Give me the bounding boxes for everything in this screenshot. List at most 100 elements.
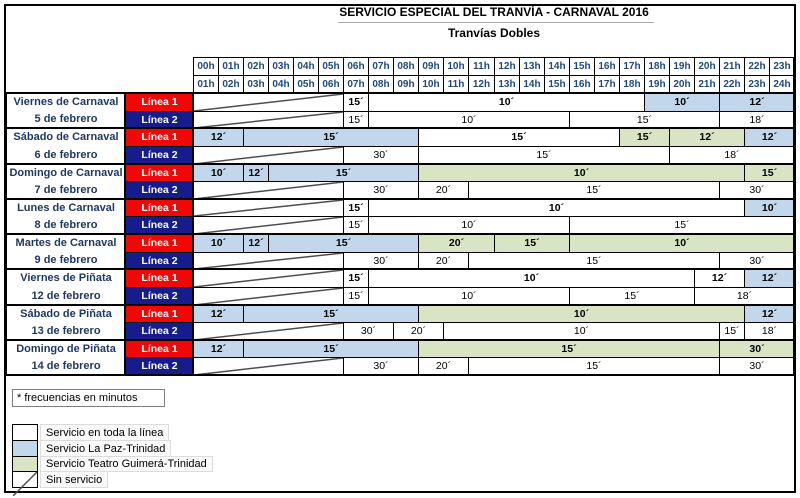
day-separator-line [5,339,795,341]
no-service-diagonal-icon [194,270,343,287]
day-separator-line [5,92,795,94]
frequency-cell: 20´ [418,234,495,253]
hour-header-top-cell: 07h [368,57,394,76]
hour-header-top-cell: 18h [644,57,670,76]
frequency-cell: 12´ [243,164,269,182]
hour-header-top-cell: 11h [468,57,495,76]
no-service-diagonal-icon [194,253,343,269]
day-name: Viernes de Carnaval [13,96,119,108]
hour-header-top-cell: 02h [243,57,269,76]
day-name: Domingo de Carnaval [9,167,123,179]
column-separator-line [192,92,194,376]
day-date: 9 de febrero [34,254,98,266]
day-separator-line [5,304,795,306]
legend-label: Servicio Teatro Guimerá-Trinidad [40,456,213,472]
table-right-border [793,57,795,376]
frequency-cell: 12´ [669,128,745,147]
day-separator-line [5,163,795,165]
line-label: Línea 1 [125,199,194,217]
line-label: Línea 1 [125,93,194,112]
no-service-cell [193,199,344,217]
hour-header-top-cell: 13h [519,57,545,76]
frequency-cell: 15´ [343,199,369,217]
no-service-diagonal-icon [194,147,343,164]
frequency-cell: 15´ [494,234,570,253]
line-label: Línea 1 [125,305,194,323]
frequency-cell: 12´ [193,128,244,147]
frequency-cell: 15´ [744,164,795,182]
frequency-cell: 15´ [619,128,670,147]
hour-header-top-cell: 08h [393,57,419,76]
frequency-cell: 10´ [193,234,244,253]
hour-header-top-cell: 03h [268,57,294,76]
hour-header-top-cell: 23h [769,57,795,76]
page-subtitle: Tranvías Dobles [447,26,541,40]
frequency-cell: 15´ [243,340,419,358]
day-separator-line [5,268,795,270]
no-service-diagonal-icon [194,358,343,375]
day-date: 6 de febrero [34,148,98,161]
column-separator-line [5,92,7,376]
frequency-cell: 15´ [268,234,419,253]
hour-header-top-cell: 14h [544,57,570,76]
hour-header-top-cell: 19h [669,57,695,76]
frequency-footnote: * frecuencias en minutos [12,389,165,407]
no-service-diagonal-icon [194,182,343,199]
frequency-cell: 10´ [744,199,795,217]
frequency-cell: 15´ [418,340,720,358]
frequency-cell: 10´ [368,199,745,217]
day-name: Viernes de Piñata [20,272,112,285]
frequency-cell: 10´ [368,269,695,288]
day-separator-line [5,198,795,200]
day-label: Lunes de Carnaval 8 de febrero [6,199,126,235]
hour-header-top-cell: 06h [343,57,369,76]
day-date: 7 de febrero [34,184,98,196]
hour-header-top-cell: 17h [619,57,645,76]
day-label: Domingo de Piñata 14 de febrero [6,340,126,376]
day-label: Sábado de Carnaval 6 de febrero [6,128,126,165]
no-service-diagonal-icon [194,217,343,234]
hour-header-top-cell: 09h [418,57,444,76]
day-date: 8 de febrero [34,219,98,231]
day-name: Lunes de Carnaval [17,202,115,214]
day-label: Sábado de Piñata 13 de febrero [6,305,126,341]
frequency-cell: 12´ [243,234,269,253]
frequency-cell: 15´ [268,164,419,182]
frequency-cell: 12´ [193,305,244,323]
frequency-cell: 10´ [193,164,244,182]
hour-header-top-cell: 04h [293,57,319,76]
no-service-diagonal-icon [194,200,343,216]
frequency-cell: 12´ [744,269,795,288]
legend-label: Servicio en toda la línea [40,424,170,441]
hour-header-top-cell: 21h [719,57,745,76]
legend-swatch-full [12,424,38,441]
hour-header-top-cell: 12h [494,57,520,76]
page-title: SERVICIO ESPECIAL DEL TRANVÍA - CARNAVAL… [339,5,649,19]
frequency-cell: 30´ [719,340,795,358]
day-name: Sábado de Piñata [20,308,112,320]
legend-swatch-paz [12,440,38,457]
frequency-cell: 12´ [744,305,795,323]
day-date: 13 de febrero [31,325,101,337]
day-date: 14 de febrero [31,360,101,372]
hour-header-top-cell: 05h [318,57,344,76]
day-label: Martes de Carnaval 9 de febrero [6,234,126,270]
day-name: Martes de Carnaval [15,237,117,249]
day-date: 5 de febrero [34,113,98,125]
day-date: 12 de febrero [31,289,101,302]
legend-swatch-none [12,471,38,488]
no-service-diagonal-icon [194,323,343,340]
frequency-cell: 12´ [193,340,244,358]
day-label: Viernes de Carnaval 5 de febrero [6,93,126,129]
no-service-cell [193,269,344,288]
frequency-cell: 10´ [644,93,720,112]
frequency-cell: 15´ [343,93,369,112]
legend-label: Sin servicio [40,471,109,488]
day-label: Domingo de Carnaval 7 de febrero [6,164,126,200]
line-label: Línea 1 [125,128,194,147]
hour-header-top-cell: 22h [744,57,770,76]
line-label: Línea 1 [125,164,194,182]
title-underline [338,22,654,23]
legend-label: Servicio La Paz-Trinidad [40,440,172,457]
no-service-diagonal-icon [194,94,343,111]
